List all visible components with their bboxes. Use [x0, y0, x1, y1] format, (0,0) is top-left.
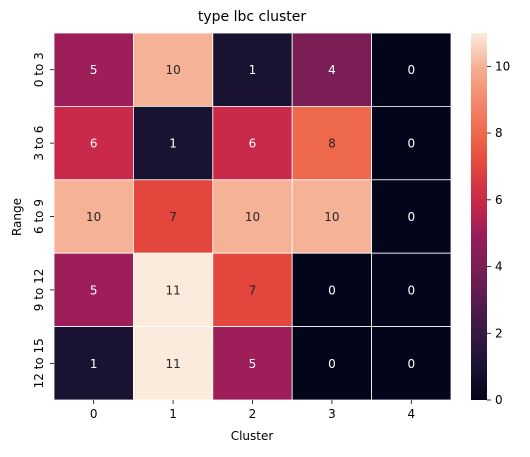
colorbar-tick-label: 2: [495, 326, 503, 340]
cell-value-label: 10: [245, 210, 260, 224]
colorbar-gradient: [471, 33, 487, 400]
heatmap-cell: [371, 106, 452, 181]
cell-value-label: 5: [90, 63, 98, 77]
x-tick-label: 0: [90, 407, 98, 421]
cell-value-label: 10: [165, 63, 180, 77]
colorbar-tick-label: 0: [495, 393, 503, 407]
y-tick-label: 12 to 15: [32, 338, 46, 388]
cell-value-label: 10: [324, 210, 339, 224]
cell-value-label: 4: [328, 63, 336, 77]
cell-value-label: 6: [90, 137, 98, 151]
heatmap-cell: [132, 252, 214, 327]
cell-value-label: 1: [90, 357, 98, 371]
cell-value-label: 8: [328, 137, 336, 151]
colorbar-tick-label: 8: [495, 126, 503, 140]
colorbar-tick-label: 6: [495, 193, 503, 207]
cell-value-label: 0: [328, 357, 336, 371]
cell-value-label: 0: [407, 63, 415, 77]
cell-value-label: 11: [165, 357, 180, 371]
cell-value-label: 5: [90, 283, 98, 297]
heatmap-cells: [53, 32, 452, 401]
heatmap-cell: [53, 106, 134, 181]
x-tick-label: 2: [249, 407, 257, 421]
heatmap-cell: [212, 326, 293, 401]
heatmap-cell: [212, 252, 293, 327]
heatmap-cell: [132, 32, 214, 107]
heatmap-cell: [291, 32, 373, 107]
cell-value-label: 11: [165, 283, 180, 297]
colorbar: 0 2 4 6 8 10: [471, 33, 510, 407]
cell-value-label: 0: [328, 283, 336, 297]
colorbar-ticks: 0 2 4 6 8 10: [487, 59, 510, 407]
x-axis-label: Cluster: [231, 429, 274, 443]
chart-title: type lbc cluster: [198, 9, 307, 25]
y-axis-label: Range: [10, 198, 24, 236]
x-axis: 0 1 2 3 4: [90, 400, 415, 421]
y-tick-label: 0 to 3: [32, 52, 46, 87]
cell-value-label: 7: [249, 283, 257, 297]
cell-value-label: 7: [169, 210, 177, 224]
heatmap-cell: [291, 179, 373, 254]
heatmap-cell: [371, 252, 452, 327]
heatmap-cell: [371, 179, 452, 254]
x-tick-label: 3: [328, 407, 336, 421]
x-tick-label: 4: [407, 407, 415, 421]
cell-value-label: 0: [407, 283, 415, 297]
colorbar-tick-label: 4: [495, 260, 503, 274]
cell-labels: 5 10 1 4 06 1 6 8 010 7 10 10 05 11 7 0 01 11 5 0 0: [86, 63, 415, 371]
cell-value-label: 10: [86, 210, 101, 224]
cell-value-label: 0: [407, 210, 415, 224]
heatmap-cell: [291, 252, 373, 327]
heatmap-cell: [53, 32, 134, 107]
cell-value-label: 5: [249, 357, 257, 371]
heatmap-cell: [53, 326, 134, 401]
y-axis: 0 to 3 3 to 6 6 to 9 9 to 12 12 to 15: [32, 52, 54, 388]
cell-value-label: 6: [249, 137, 257, 151]
heatmap-cell: [132, 326, 214, 401]
heatmap-cell: [212, 106, 293, 181]
y-tick-label: 9 to 12: [32, 269, 46, 312]
heatmap-cell: [132, 179, 214, 254]
y-tick-label: 6 to 9: [32, 199, 46, 234]
heatmap-cell: [212, 179, 293, 254]
heatmap-cell: [212, 32, 293, 107]
heatmap-cell: [371, 32, 452, 107]
cell-value-label: 1: [249, 63, 257, 77]
cell-value-label: 0: [407, 137, 415, 151]
x-tick-label: 1: [169, 407, 177, 421]
colorbar-tick-label: 10: [495, 59, 510, 73]
cell-value-label: 1: [169, 137, 177, 151]
heatmap-cell: [371, 326, 452, 401]
cell-value-label: 0: [407, 357, 415, 371]
y-tick-label: 3 to 6: [32, 126, 46, 161]
